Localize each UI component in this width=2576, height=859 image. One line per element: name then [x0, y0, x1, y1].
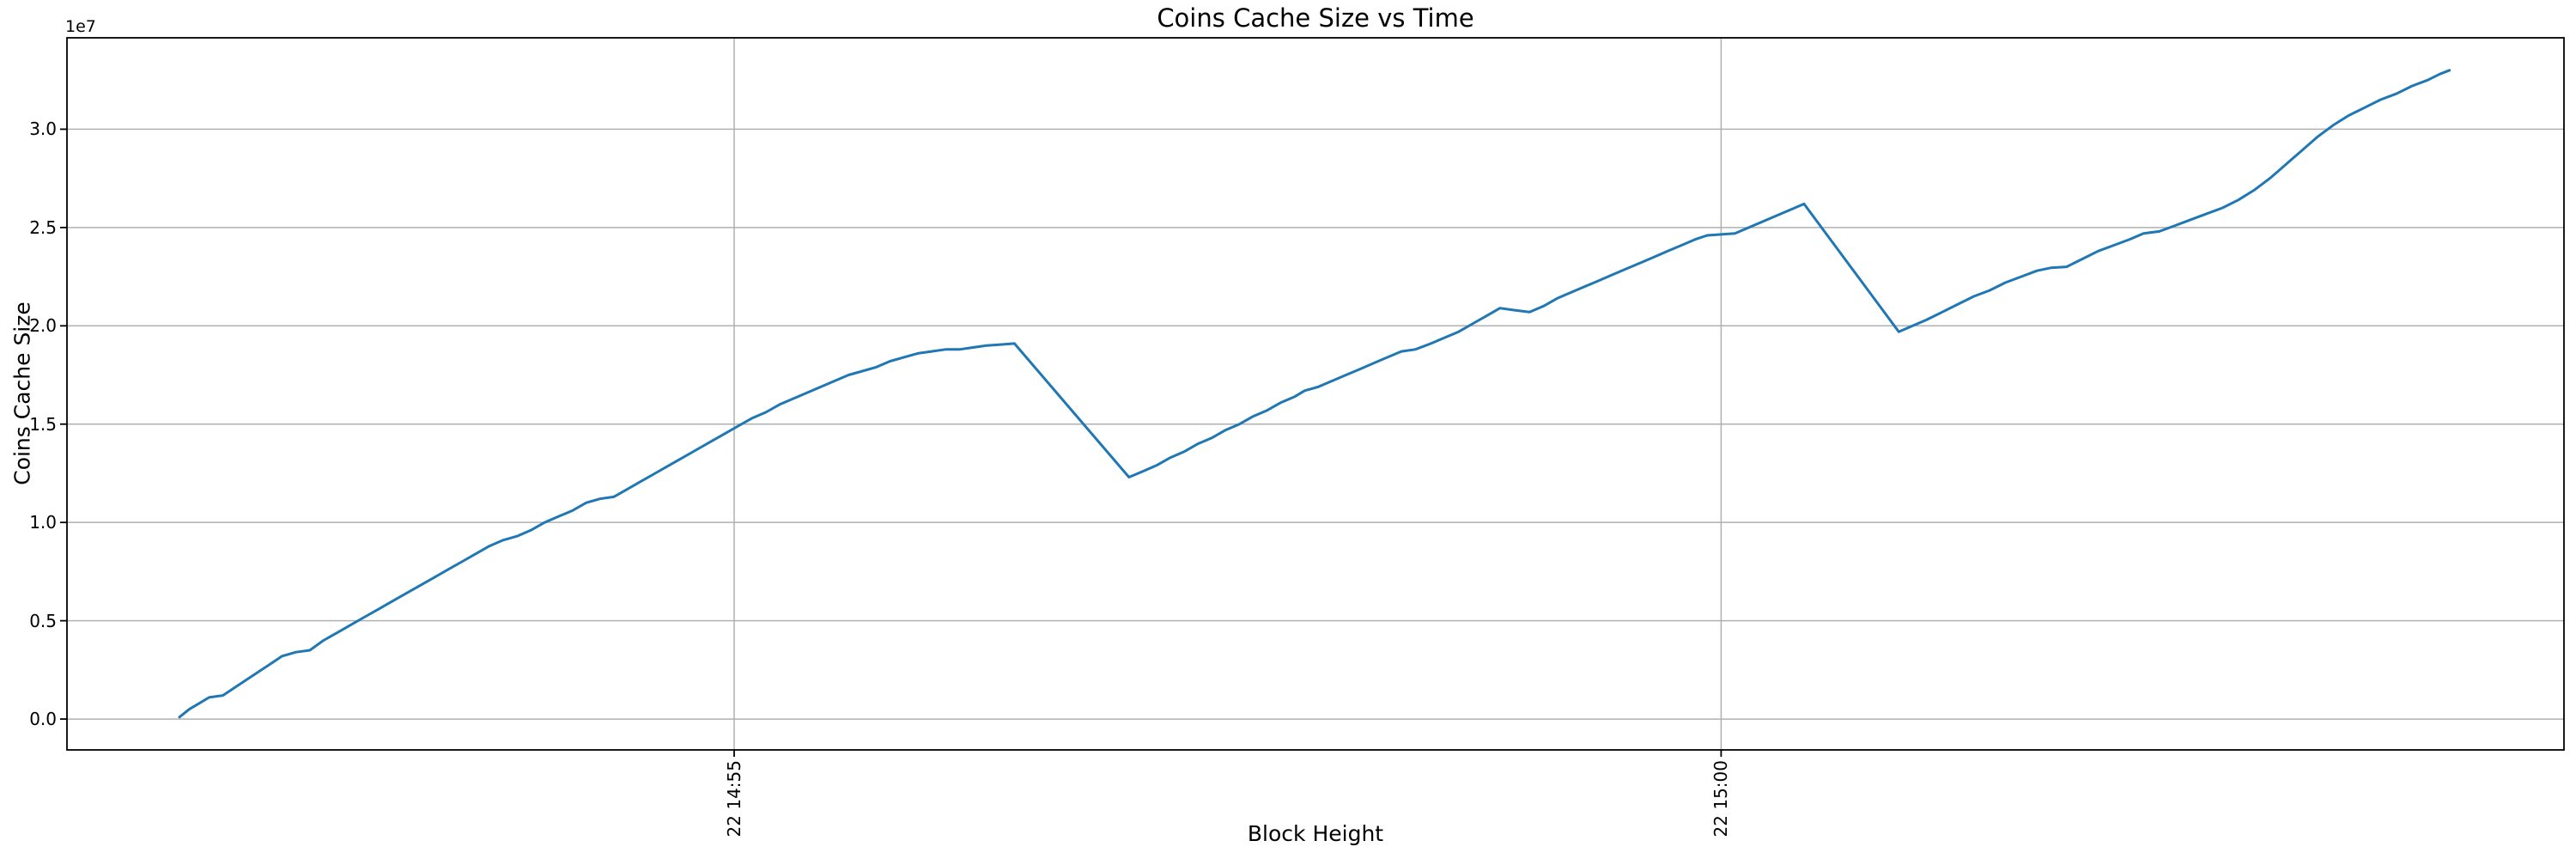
y-tick-label: 2.5: [29, 216, 57, 238]
y-tick-label: 1.5: [29, 413, 57, 435]
x-axis-label: Block Height: [1247, 821, 1384, 846]
y-tick-label: 0.5: [29, 610, 57, 631]
x-tick-label: 22 15:00: [1710, 760, 1732, 838]
y-tick-label: 1.0: [29, 512, 57, 533]
y-tick-label: 3.0: [29, 119, 57, 140]
y-axis-offset-label: 1e7: [65, 17, 96, 36]
y-tick-label: 0.0: [29, 709, 57, 730]
x-tick-label: 22 14:55: [723, 760, 744, 838]
y-tick-label: 2.0: [29, 315, 57, 337]
plot-spines: [66, 37, 2565, 751]
chart-title: Coins Cache Size vs Time: [1157, 3, 1474, 33]
coins-cache-size-line: [178, 69, 2451, 719]
